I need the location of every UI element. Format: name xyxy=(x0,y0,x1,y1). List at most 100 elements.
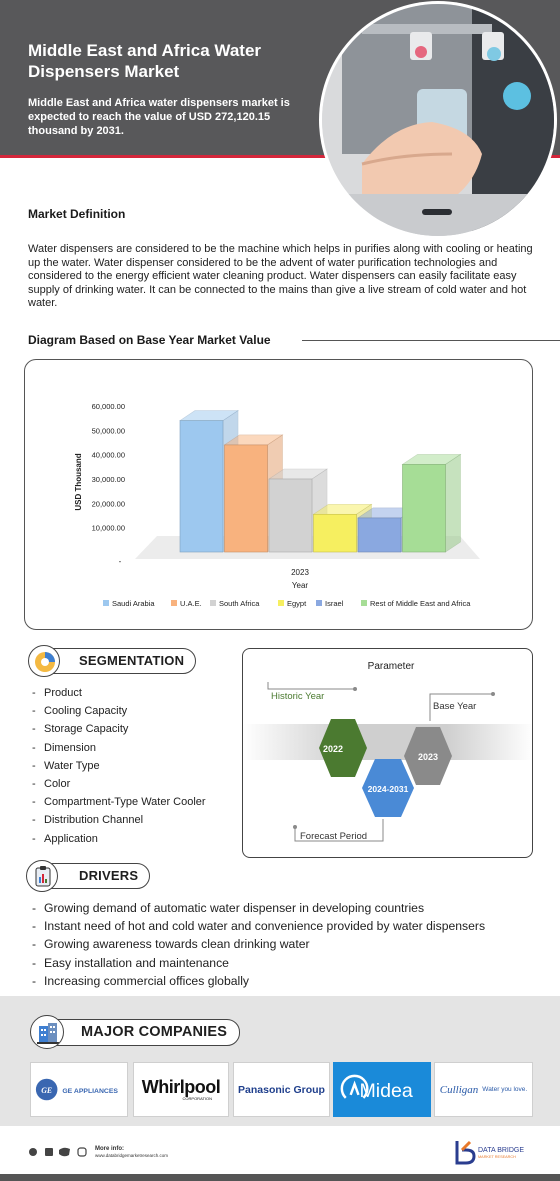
segmentation-item: Storage Capacity xyxy=(32,720,206,738)
data-bridge-brand: DATA BRIDGE xyxy=(478,1147,524,1154)
footer-url[interactable]: www.databridgemarketresearch.com xyxy=(95,1153,168,1158)
historic-leader-line xyxy=(267,682,355,690)
data-bridge-brand-sub: MARKET RESEARCH xyxy=(478,1155,516,1159)
legend-swatch xyxy=(171,600,177,606)
header-accent-line xyxy=(0,155,560,158)
midea-logo-text: Midea xyxy=(359,1080,412,1102)
bar-chart-panel: USD Thousand - 10,000.00 20,000.00 30,000.… xyxy=(24,359,533,630)
diagram-heading: Diagram Based on Base Year Market Value xyxy=(28,333,271,347)
bar-front xyxy=(313,513,357,553)
panasonic-logo-text: Panasonic Group xyxy=(238,1083,325,1096)
x-axis-label: Year xyxy=(292,581,309,590)
legend-label: Israel xyxy=(325,599,344,608)
page-subtitle: Middle East and Africa water dispensers … xyxy=(28,97,290,137)
legend-swatch xyxy=(361,600,367,606)
segmentation-pill: SEGMENTATION xyxy=(40,648,196,674)
midea-logo: Midea xyxy=(333,1062,431,1117)
forecast-hexagon xyxy=(362,759,414,817)
whatsapp-icon[interactable] xyxy=(29,1148,37,1156)
bar-chart: USD Thousand - 10,000.00 20,000.00 30,000.… xyxy=(74,402,480,608)
driver-item: Instant need of hot and cold water and c… xyxy=(32,917,485,935)
major-companies-pill: MAJOR COMPANIES xyxy=(42,1019,240,1046)
buildings-icon xyxy=(30,1015,64,1049)
segmentation-item: Cooling Capacity xyxy=(32,702,206,720)
legend-label: Rest of Middle East and Africa xyxy=(370,599,471,608)
driver-item: Growing demand of automatic water dispen… xyxy=(32,899,485,917)
segmentation-item: Color xyxy=(32,775,206,793)
bar-side xyxy=(445,453,461,553)
data-bridge-logo-mark xyxy=(455,1141,476,1165)
forecast-years-value: 2024-2031 xyxy=(368,784,409,794)
legend-swatch xyxy=(316,600,322,606)
whirlpool-logo-subtext: CORPORATION xyxy=(182,1096,212,1101)
y-tick-label: 40,000.00 xyxy=(92,451,125,460)
y-axis-min-label: - xyxy=(119,557,122,566)
more-info-label: More info: xyxy=(95,1146,124,1152)
segmentation-item: Application xyxy=(32,830,206,848)
legend-swatch xyxy=(103,600,109,606)
base-year-hexagon xyxy=(404,727,452,785)
base-year-value: 2023 xyxy=(418,752,438,762)
base-leader-line xyxy=(429,693,493,721)
forecast-leader-line xyxy=(294,819,384,842)
segmentation-list: ProductCooling CapacityStorage CapacityD… xyxy=(32,684,206,848)
pie-chart-icon xyxy=(28,645,60,677)
twitter-icon[interactable] xyxy=(59,1147,70,1157)
drivers-title: DRIVERS xyxy=(79,868,139,883)
clipboard-chart-icon xyxy=(26,860,58,892)
parameter-title: Parameter xyxy=(368,661,415,672)
culligan-tagline: Water you love. xyxy=(482,1086,528,1093)
y-tick-label: 50,000.00 xyxy=(92,426,125,435)
drivers-pill: DRIVERS xyxy=(40,863,150,889)
driver-item: Increasing commercial offices globally xyxy=(32,972,485,990)
market-definition-heading: Market Definition xyxy=(28,207,126,221)
bar-front xyxy=(357,517,402,553)
panasonic-logo: Panasonic Group xyxy=(233,1062,330,1117)
facebook-icon[interactable] xyxy=(45,1148,53,1156)
footer-bar xyxy=(0,1174,560,1181)
segmentation-item: Compartment-Type Water Cooler xyxy=(32,793,206,811)
instagram-icon[interactable] xyxy=(77,1147,87,1157)
historic-year-label: Historic Year xyxy=(271,691,324,702)
y-tick-label: 10,000.00 xyxy=(92,524,125,533)
legend-label: South Africa xyxy=(219,599,260,608)
bar-front xyxy=(268,478,313,553)
water-dispenser-photo xyxy=(322,4,554,236)
bar-front xyxy=(224,444,268,553)
drivers-list: Growing demand of automatic water dispen… xyxy=(32,899,485,990)
legend-label: Egypt xyxy=(287,599,307,608)
whirlpool-logo: Whirlpool CORPORATION xyxy=(133,1062,229,1117)
base-year-label: Base Year xyxy=(433,701,476,712)
y-axis-label: USD Thousand xyxy=(74,453,83,510)
legend-label: U.A.E. xyxy=(180,599,202,608)
parameter-panel: Parameter Historic Year Base Year 2022 2… xyxy=(242,648,533,858)
x-tick-label: 2023 xyxy=(291,568,309,577)
y-tick-label: 60,000.00 xyxy=(92,402,125,411)
y-tick-label: 30,000.00 xyxy=(92,475,125,484)
whirlpool-logo-text: Whirlpool xyxy=(141,1077,221,1097)
historic-leader-dot xyxy=(353,687,357,691)
historic-year-value: 2022 xyxy=(323,744,343,754)
segmentation-title: SEGMENTATION xyxy=(79,653,185,668)
driver-item: Easy installation and maintenance xyxy=(32,954,485,972)
ge-logo-text: GE APPLIANCES xyxy=(62,1088,118,1095)
ge-appliances-logo: GE GE APPLIANCES xyxy=(30,1062,128,1117)
segmentation-item: Product xyxy=(32,684,206,702)
bar-front xyxy=(179,420,224,553)
culligan-logo: Culligan Water you love. xyxy=(434,1062,533,1117)
driver-item: Growing awareness towards clean drinking… xyxy=(32,935,485,953)
data-bridge-logo-accent xyxy=(460,1140,472,1152)
segmentation-item: Water Type xyxy=(32,757,206,775)
forecast-leader-dot xyxy=(293,825,297,829)
diagram-heading-rule xyxy=(302,340,560,341)
y-tick-label: 20,000.00 xyxy=(92,499,125,508)
culligan-logo-text: Culligan xyxy=(439,1083,479,1096)
bar-front xyxy=(402,464,446,553)
base-leader-dot xyxy=(491,692,495,696)
legend-label: Saudi Arabia xyxy=(112,599,155,608)
parameter-band xyxy=(243,724,532,760)
footer: More info: www.databridgemarketresearch.… xyxy=(0,1126,560,1181)
historic-year-hexagon xyxy=(319,719,367,777)
legend-swatch xyxy=(210,600,216,606)
major-companies-title: MAJOR COMPANIES xyxy=(81,1024,228,1040)
